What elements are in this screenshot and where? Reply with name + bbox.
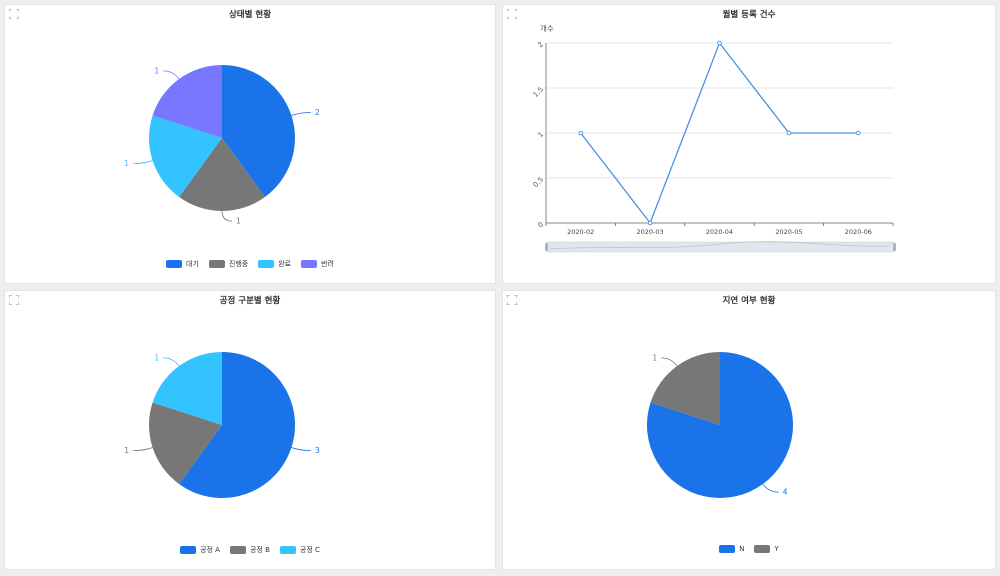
pie-slice[interactable] — [149, 402, 222, 485]
legend-label: 완료 — [278, 260, 292, 268]
monthly-chart-panel: 월별 등록 건수 개수 0 0.5 1 1.5 2 2020-02 2020-03 2020-0… — [503, 5, 995, 283]
pie-slice[interactable] — [179, 352, 295, 498]
pie-label-line — [163, 357, 180, 367]
legend-item[interactable]: 공정 B — [229, 545, 270, 555]
y-axis-label: 개수 — [540, 23, 554, 33]
chart-title: 월별 등록 건수 — [722, 10, 776, 20]
pie-value-label: 1 — [124, 159, 129, 168]
delay-pie-chart: 41 — [647, 352, 793, 498]
x-tick-label: 2020-06 — [845, 228, 872, 236]
legend-item[interactable]: Y — [754, 545, 779, 553]
pie-slice[interactable] — [152, 65, 222, 138]
pie-value-label: 1 — [652, 353, 657, 362]
pie-slice[interactable] — [149, 115, 222, 198]
pie-label-line — [133, 160, 153, 165]
legend-item[interactable]: 공정 C — [279, 545, 320, 555]
pie-slice[interactable] — [179, 138, 265, 212]
chart-title: 공정 구분별 현황 — [219, 296, 281, 306]
status-pie-chart: 2 1 1 1 — [124, 65, 320, 226]
legend-swatch — [719, 545, 736, 553]
legend-item[interactable]: N — [719, 545, 744, 553]
chart-legend: 공정 A 공정 B 공정 C — [5, 545, 495, 555]
pie-label-line — [163, 70, 180, 80]
pie-value-label: 1 — [154, 353, 159, 362]
legend-label: 진행중 — [228, 260, 249, 268]
zoom-slider[interactable] — [545, 241, 896, 253]
legend-label: 공정 C — [299, 546, 320, 554]
legend-item[interactable]: 진행중 — [208, 259, 249, 269]
pie-label-line — [133, 447, 153, 452]
legend-swatch — [258, 260, 275, 268]
data-point[interactable] — [717, 40, 722, 46]
pie-slice[interactable] — [650, 352, 720, 425]
legend-label: 공정 B — [249, 546, 270, 554]
pie-value-label: 1 — [154, 66, 159, 75]
pie-value-label: 1 — [236, 217, 241, 226]
legend-swatch — [229, 546, 246, 554]
monthly-line-chart: 개수 0 0.5 1 1.5 2 2020-02 2020-03 2020-04 2020-05 2… — [532, 23, 896, 253]
legend-swatch — [754, 545, 771, 553]
pie-slice[interactable] — [152, 352, 222, 425]
pie-label-line — [291, 447, 311, 452]
status-chart-panel: 상태별 현황 2 1 1 1 대기 진행중 완료 반려 — [5, 5, 495, 283]
x-tick-label: 2020-03 — [637, 228, 664, 236]
y-tick-label: 2 — [536, 41, 545, 50]
x-tick-label: 2020-02 — [567, 228, 594, 236]
chart-title: 지연 여부 현황 — [722, 296, 776, 306]
pie-label-line — [221, 210, 233, 222]
legend-swatch — [279, 546, 296, 554]
legend-label: Y — [774, 545, 779, 553]
data-point[interactable] — [786, 130, 792, 136]
zoom-handle-right[interactable] — [893, 243, 896, 251]
legend-swatch — [301, 260, 318, 268]
process-chart-panel: 공정 구분별 현황 3 1 1 공정 A 공정 B 공정 C — [5, 291, 495, 569]
pie-value-label: 4 — [783, 488, 788, 497]
legend-label: 대기 — [186, 260, 199, 268]
pie-label-line — [661, 357, 678, 367]
legend-swatch — [208, 260, 225, 268]
data-point[interactable] — [647, 220, 653, 226]
chart-title: 상태별 현황 — [228, 10, 272, 20]
legend-label: 공정 A — [200, 546, 220, 554]
pie-label-line — [762, 483, 779, 493]
data-point[interactable] — [856, 130, 861, 136]
pie-label-line — [291, 111, 311, 116]
pie-value-label: 1 — [124, 446, 129, 455]
legend-item[interactable]: 완료 — [258, 259, 291, 269]
data-point[interactable] — [578, 130, 583, 136]
y-tick-label: 1.5 — [532, 86, 546, 100]
chart-legend: 대기 진행중 완료 반려 — [5, 259, 495, 269]
legend-item[interactable]: 대기 — [166, 259, 199, 269]
x-tick-label: 2020-04 — [706, 228, 733, 236]
pie-value-label: 3 — [315, 446, 320, 455]
legend-label: 반려 — [321, 260, 334, 268]
x-tick-label: 2020-05 — [775, 228, 802, 236]
zoom-handle-left[interactable] — [545, 243, 548, 251]
y-tick-label: 0.5 — [532, 176, 546, 190]
pie-slice[interactable] — [222, 65, 295, 198]
legend-swatch — [166, 260, 182, 268]
pie-value-label: 2 — [315, 108, 320, 117]
legend-item[interactable]: 공정 A — [180, 545, 220, 555]
y-tick-label: 1 — [536, 131, 545, 140]
legend-swatch — [180, 546, 197, 554]
y-tick-label: 0 — [536, 221, 545, 230]
process-pie-chart: 3 1 1 — [124, 352, 320, 498]
legend-item[interactable]: 반려 — [301, 259, 334, 269]
legend-label: N — [739, 545, 745, 553]
